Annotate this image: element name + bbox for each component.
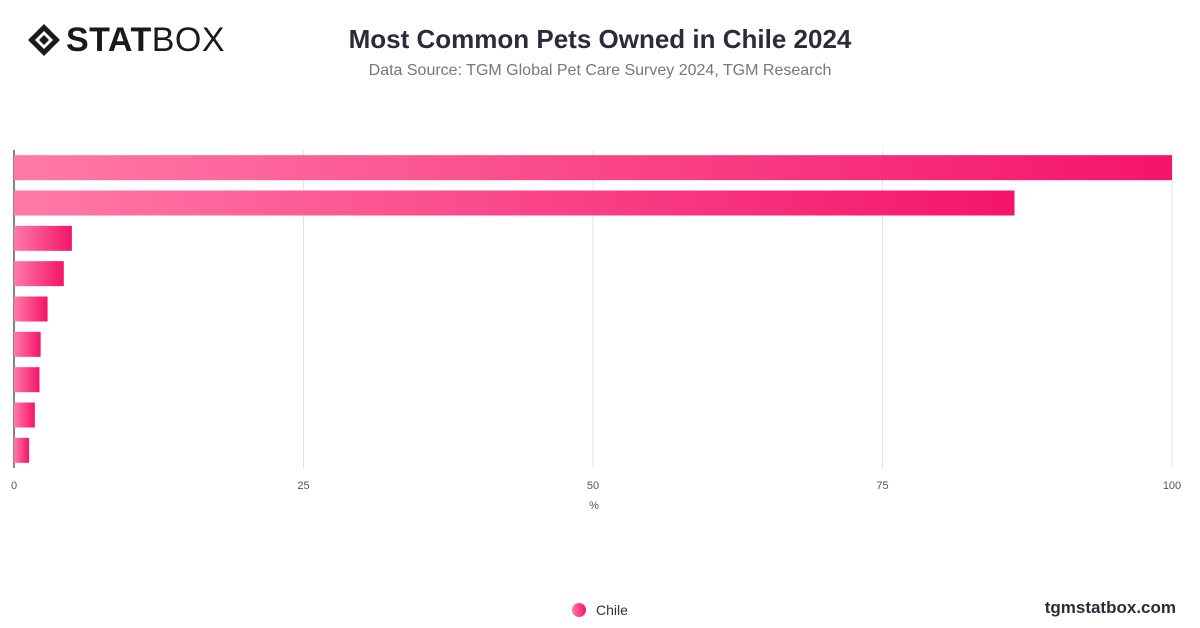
bar[interactable]	[14, 331, 41, 357]
x-tick-labels: 0 25 50 75 100	[11, 480, 1181, 492]
legend[interactable]: Chile	[572, 602, 628, 618]
statbox-logo: STAT BOX	[26, 22, 225, 58]
bar[interactable]	[14, 296, 48, 322]
site-url: tgmstatbox.com	[1044, 598, 1176, 617]
bar[interactable]	[14, 190, 1015, 216]
bar[interactable]	[14, 402, 35, 428]
x-tick-label: 25	[297, 480, 309, 492]
logo-text-stat: STAT	[66, 21, 152, 59]
bar[interactable]	[14, 261, 64, 287]
bar[interactable]	[14, 155, 1172, 181]
bar[interactable]	[14, 367, 40, 393]
x-tick-label: 75	[876, 480, 888, 492]
legend-label: Chile	[596, 602, 628, 618]
x-tick-label: 100	[1163, 480, 1181, 492]
chart-subtitle: Data Source: TGM Global Pet Care Survey …	[368, 62, 832, 79]
x-axis-label: %	[589, 500, 599, 512]
chart-title: Most Common Pets Owned in Chile 2024	[348, 24, 852, 54]
statbox-diamond-icon	[28, 24, 60, 56]
legend-swatch	[572, 603, 586, 617]
x-tick-label: 0	[11, 480, 17, 492]
logo-text-box: BOX	[151, 21, 226, 59]
bar[interactable]	[14, 225, 72, 251]
bars	[14, 155, 1172, 463]
bar[interactable]	[14, 437, 30, 463]
x-tick-label: 50	[587, 480, 599, 492]
